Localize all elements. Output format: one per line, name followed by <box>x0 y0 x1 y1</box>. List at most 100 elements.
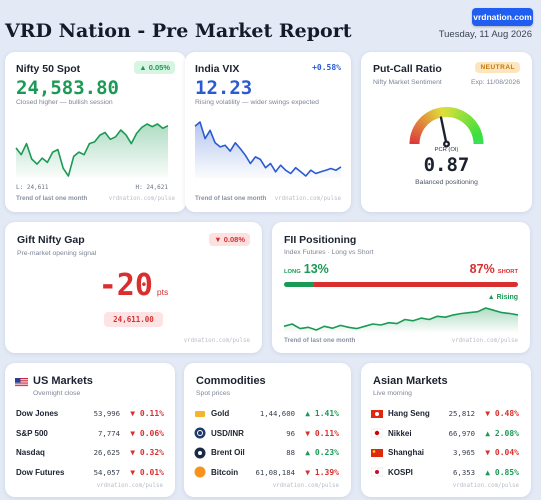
gauge-segment <box>418 117 428 127</box>
source: vrdnation.com/pulse <box>183 338 250 344</box>
high-label: H: 24,621 <box>135 184 168 191</box>
low-label: L: 24,611 <box>16 184 49 191</box>
position-bar <box>284 282 518 287</box>
gauge-needle <box>439 116 448 146</box>
source: vrdnation.com/pulse <box>452 483 519 489</box>
trend-caption: Trend of last one month <box>16 195 88 202</box>
commodities-card: Commodities Spot prices Gold 1,44,600 ▲ 1.41… <box>184 363 351 497</box>
sparkline <box>283 307 519 332</box>
source: vrdnation.com/pulse <box>108 196 175 202</box>
hk-flag-mark <box>375 411 379 416</box>
trend-caption: Trend of last one month <box>195 195 267 202</box>
usd-icon-inner <box>197 430 203 437</box>
market-change: ▼ 0.01% <box>130 467 164 477</box>
sparkline-line <box>283 307 519 331</box>
card-subtitle: Index Futures · Long vs Short <box>284 249 374 256</box>
vix-card: India VIX +0.58% 12.23 Rising volatility — … <box>185 52 351 212</box>
row-icon <box>194 447 206 459</box>
market-change: ▼ 0.48% <box>485 409 519 419</box>
cn-flag <box>371 448 383 457</box>
market-table: Dow Jones 53,996 ▼ 0.11% S&P 500 7,774 ▼ 0.06… <box>16 404 164 482</box>
pcr-value: 0.87 <box>423 154 470 176</box>
gap-value: -20 <box>98 268 153 303</box>
gauge-segment <box>414 122 425 131</box>
card-subtitle: Spot prices <box>196 390 231 397</box>
us-card: US Markets Overnight close Dow Jones 53,996… <box>5 363 175 497</box>
gauge-segment <box>465 117 475 127</box>
kr-flag-mark <box>375 470 379 475</box>
change-label: +0.58% <box>312 63 341 72</box>
gauge-segment <box>410 131 422 138</box>
short-bar <box>314 282 518 287</box>
short-value: 87% <box>469 262 495 276</box>
gift-card: Gift Nifty Gap ▼ 0.08% Pre-market opening … <box>5 222 262 353</box>
pcr-card: Put-Call Ratio NEUTRAL Nifty Market Sentim… <box>361 52 532 212</box>
short-group: 87% SHORT <box>470 260 518 278</box>
row-icon <box>194 466 206 478</box>
card-subtitle: Nifty Market Sentiment <box>373 79 442 86</box>
icon-cell <box>194 443 211 463</box>
flag-stripe <box>15 379 28 381</box>
trend-label: ▲ Rising <box>487 294 518 301</box>
row-icon <box>371 448 383 457</box>
gauge-segment <box>469 125 481 133</box>
market-row: Brent Oil 88 ▲ 0.23% <box>194 443 339 463</box>
market-value: 53,996 <box>93 409 120 419</box>
market-row: Bitcoin 61,08,184 ▼ 1.39% <box>194 463 339 483</box>
gauge-segment <box>463 115 473 126</box>
gauge-segment <box>416 120 426 129</box>
gauge-segment <box>422 113 432 124</box>
market-name: USD/INR <box>211 428 244 438</box>
market-value: 66,970 <box>448 428 475 438</box>
flag-stripe <box>15 378 28 379</box>
gauge-segment <box>472 134 483 140</box>
change-badge: ▲ 0.05% <box>134 61 175 74</box>
market-table: Hang Seng 25,812 ▼ 0.48% Nikkei 66,970 ▲ 2.08… <box>371 404 519 482</box>
card-title: FII Positioning <box>284 234 357 246</box>
cn-flag-star <box>372 449 376 453</box>
market-row: Shanghai 3,965 ▼ 0.04% <box>371 443 519 463</box>
market-name: Bitcoin <box>211 467 239 477</box>
icon-cell <box>371 424 388 444</box>
market-change: ▼ 0.11% <box>305 428 339 438</box>
gauge-segment <box>470 128 482 135</box>
market-change: ▲ 2.08% <box>485 428 519 438</box>
short-name: SHORT <box>497 269 518 275</box>
market-name: Shanghai <box>388 448 425 458</box>
gauge-segment <box>467 120 477 129</box>
nifty-card: Nifty 50 Spot ▲ 0.05% 24,583.80 Closed high… <box>5 52 186 212</box>
gauge-hub-dot <box>445 142 448 146</box>
source: vrdnation.com/pulse <box>272 483 339 489</box>
gauge-segment <box>410 134 421 140</box>
market-value: 96 <box>286 428 295 438</box>
card-note: Closed higher — bullish session <box>16 99 113 106</box>
icon-cell <box>371 443 388 463</box>
gauge-segment <box>425 111 434 122</box>
market-name: Nasdaq <box>16 448 45 458</box>
market-row: Dow Jones 53,996 ▼ 0.11% <box>16 404 164 424</box>
gap-group: -20 pts <box>5 268 262 303</box>
market-row: Dow Futures 54,057 ▼ 0.01% <box>16 463 164 483</box>
market-name: Hang Seng <box>388 409 430 419</box>
long-bar <box>284 282 315 287</box>
sparkline <box>194 121 342 178</box>
market-name: Brent Oil <box>211 448 245 458</box>
row-icon <box>371 409 383 418</box>
market-change: ▼ 0.11% <box>130 409 164 419</box>
bitcoin-icon <box>194 466 206 478</box>
flag-stripe <box>15 383 28 385</box>
gold-icon <box>195 410 205 417</box>
card-subtitle: Overnight close <box>33 390 81 397</box>
market-change: ▼ 0.04% <box>485 448 519 458</box>
market-value: 54,057 <box>93 467 120 477</box>
site-link-button[interactable]: vrdnation.com <box>472 8 533 26</box>
market-row: S&P 500 7,774 ▼ 0.06% <box>16 424 164 444</box>
source: vrdnation.com/pulse <box>96 483 163 489</box>
gauge-segment <box>459 111 468 122</box>
market-row: Hang Seng 25,812 ▼ 0.48% <box>371 404 519 424</box>
row-icon <box>371 429 383 438</box>
market-row: Nikkei 66,970 ▲ 2.08% <box>371 424 519 444</box>
report-date: Tuesday, 11 Aug 2026 <box>438 29 532 40</box>
icon-cell <box>194 404 211 424</box>
